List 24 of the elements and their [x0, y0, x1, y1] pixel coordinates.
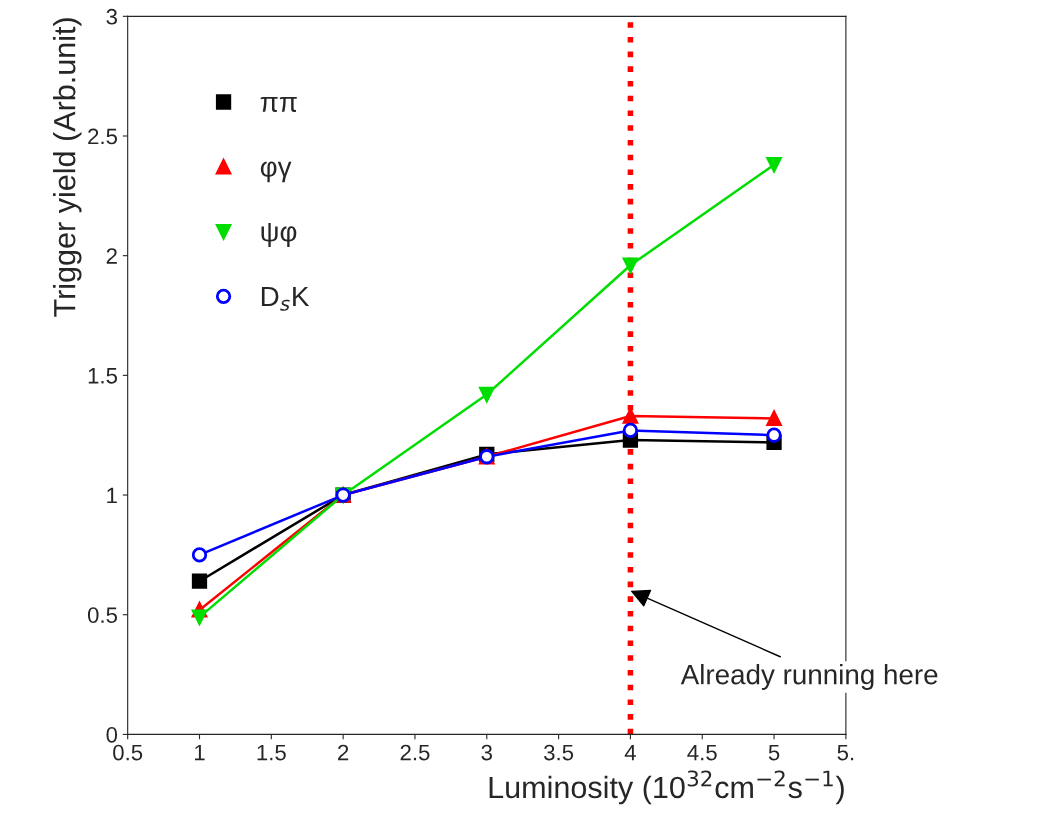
- legend-label: D$_{s}$K: [261, 286, 310, 311]
- y-tick-label: 1.5: [88, 368, 118, 384]
- x-tick-label: 1: [195, 744, 205, 761]
- y-tick-label: 0: [106, 726, 118, 743]
- x-axis-title: Luminosity (10$^{32}$cm$^{−2}$s$^{−1}$): [489, 770, 844, 805]
- y-tick-label: 1: [107, 487, 117, 504]
- legend-label: φγ: [260, 161, 292, 183]
- x-tick-label: 3: [481, 744, 492, 761]
- y-tick-label: 2.5: [88, 128, 118, 145]
- legend-label: ππ: [260, 97, 297, 112]
- x-tick-label: 4.5: [687, 744, 717, 761]
- y-axis-title: Trigger yield (Arb.unit): [53, 18, 82, 317]
- x-tick-label: 4: [624, 744, 636, 761]
- x-tick-label: 3.5: [544, 744, 574, 761]
- x-tick-label: 5: [768, 744, 780, 761]
- y-tick-label: 2: [106, 248, 117, 264]
- x-tick-label: 1.5: [257, 744, 286, 761]
- x-tick-label: 2: [338, 744, 349, 761]
- x-tick-label: 5.: [837, 744, 854, 761]
- annotation: Already running here: [680, 664, 938, 690]
- x-tick-label: 2.5: [400, 744, 430, 761]
- y-tick-label: 3: [106, 8, 117, 25]
- y-tick-label: 0.5: [87, 607, 118, 623]
- legend-label: ψφ: [261, 223, 297, 248]
